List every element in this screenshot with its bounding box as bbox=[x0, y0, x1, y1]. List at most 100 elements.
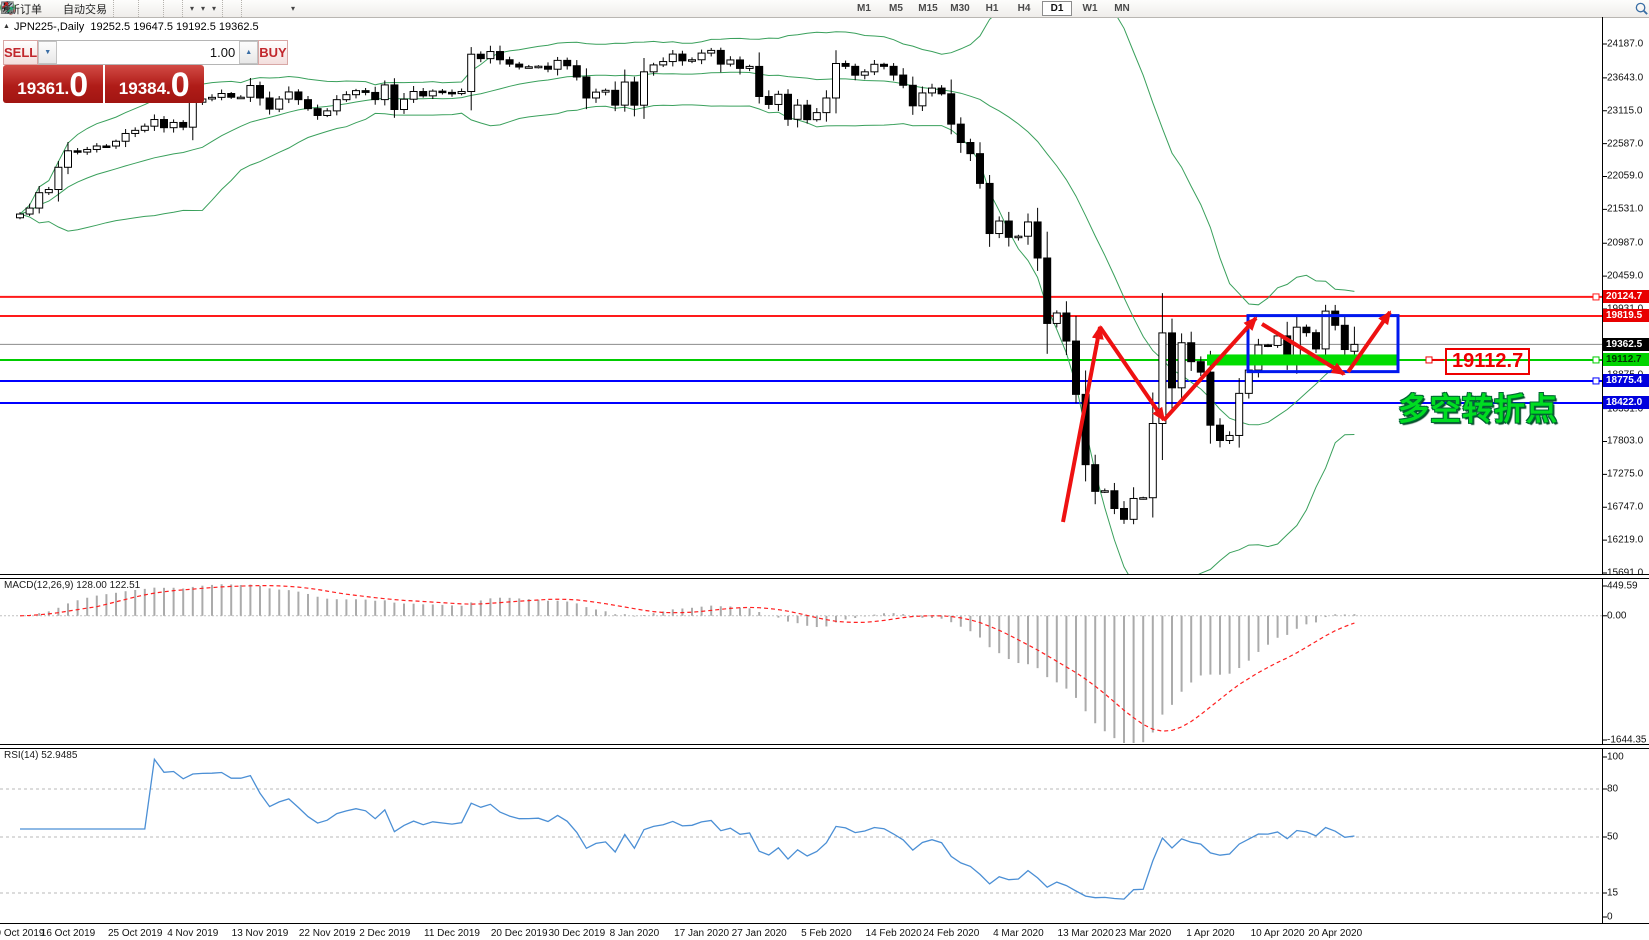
sell-price: 19361. bbox=[17, 79, 70, 98]
sell-price-button[interactable]: 19361. 0 bbox=[3, 65, 103, 103]
toolbar-group-objects: E F A T ▾ bbox=[1, 0, 301, 17]
date-label: 27 Jan 2020 bbox=[731, 928, 787, 939]
date-label: 22 Nov 2019 bbox=[298, 928, 356, 939]
period-button-M15[interactable]: M15 bbox=[918, 3, 938, 14]
buy-price-button[interactable]: 19384. 0 bbox=[104, 65, 204, 104]
consolidation-box[interactable] bbox=[1246, 314, 1400, 374]
period-button-M1[interactable]: M1 bbox=[857, 3, 871, 14]
date-label: 20 Apr 2020 bbox=[1308, 928, 1363, 939]
search-icon bbox=[1635, 2, 1648, 15]
trend-arrow[interactable] bbox=[1098, 325, 1166, 422]
buy-button[interactable]: BUY bbox=[258, 40, 288, 65]
svg-text:F: F bbox=[9, 10, 13, 15]
price-tick-label: 17803.0 bbox=[1607, 435, 1644, 447]
pane-resize-handle-rsi[interactable] bbox=[0, 744, 1649, 749]
text-annotation-button[interactable]: A bbox=[4, 1, 280, 16]
rsi-tick-label: 15 bbox=[1607, 887, 1619, 899]
arrows-dropdown-caret[interactable]: ▾ bbox=[291, 4, 296, 13]
horizontal-level-lines[interactable] bbox=[0, 293, 1602, 404]
date-label: 24 Feb 2020 bbox=[923, 928, 980, 939]
one-click-collapse-arrow[interactable]: ▲ bbox=[3, 23, 10, 30]
sell-price-big-digit: 0 bbox=[69, 66, 89, 104]
line-selection-marker bbox=[1592, 356, 1600, 364]
pane-resize-handle-macd[interactable] bbox=[0, 574, 1649, 579]
arrows-tool-button[interactable]: ▾ bbox=[2, 1, 297, 16]
support-zone-band[interactable] bbox=[1207, 354, 1397, 366]
date-label: 10 Apr 2020 bbox=[1250, 928, 1305, 939]
buy-price-big-digit: 0 bbox=[170, 66, 190, 104]
date-label: 11 Dec 2019 bbox=[424, 928, 480, 939]
period-button-H1[interactable]: H1 bbox=[985, 3, 999, 14]
trend-arrows[interactable] bbox=[1061, 310, 1392, 523]
macd-tick-label: 0.00 bbox=[1607, 610, 1627, 622]
period-button-MN[interactable]: MN bbox=[1114, 3, 1130, 14]
rsi-tick-label: 80 bbox=[1607, 783, 1619, 795]
macd-indicator-label: MACD(12,26,9) 128.00 122.51 bbox=[4, 580, 141, 591]
date-label: 5 Feb 2020 bbox=[801, 928, 852, 939]
bollinger-band-l bbox=[19, 104, 1355, 574]
price-tick-label: 22587.0 bbox=[1607, 138, 1644, 150]
candlestick-series bbox=[16, 45, 1359, 525]
periods-dropdown-caret[interactable]: ▾ bbox=[201, 4, 206, 13]
symbol-info: JPN225-,Daily 19252.5 19647.5 19192.5 19… bbox=[14, 21, 259, 33]
price-tick-label: 19931.0 bbox=[1607, 303, 1643, 314]
bollinger-band-m bbox=[19, 71, 1355, 426]
date-label: 13 Nov 2019 bbox=[231, 928, 289, 939]
date-label: 16 Oct 2019 bbox=[40, 928, 96, 939]
search-button[interactable] bbox=[1634, 1, 1648, 16]
auto-trading-label: 自动交易 bbox=[63, 3, 107, 16]
rsi-tick-label: 0 bbox=[1607, 911, 1613, 923]
volume-stepper: ▼ ▲ bbox=[38, 40, 259, 65]
price-badge-19819.5: 19819.5 bbox=[1603, 309, 1649, 323]
price-badge-19362.5: 19362.5 bbox=[1603, 337, 1649, 351]
indicators-dropdown-caret[interactable]: ▾ bbox=[190, 4, 195, 13]
date-label: 4 Nov 2019 bbox=[167, 928, 219, 939]
price-tick-label: 24187.0 bbox=[1607, 38, 1644, 50]
price-badge-18775.4: 18775.4 bbox=[1603, 374, 1649, 388]
main-toolbar: 新订单 自动交易 bbox=[0, 0, 1649, 18]
rsi-line bbox=[20, 757, 1355, 900]
text-label-button[interactable]: T bbox=[1, 1, 286, 16]
trend-arrow[interactable] bbox=[1162, 316, 1258, 422]
sell-button[interactable]: SELL bbox=[3, 40, 39, 65]
period-button-D1[interactable]: D1 bbox=[1042, 1, 1072, 16]
price-tick-label: 16219.0 bbox=[1607, 534, 1644, 546]
trend-line-icon bbox=[2, 2, 13, 13]
arrows-tool-icon bbox=[2, 2, 13, 13]
turning-point-annotation[interactable]: 多空转折点 bbox=[1398, 392, 1558, 427]
date-label: 1 Apr 2020 bbox=[1186, 928, 1235, 939]
date-label: 8 Jan 2020 bbox=[609, 928, 660, 939]
callout-anchor-marker bbox=[1425, 356, 1433, 364]
trend-arrow[interactable] bbox=[1061, 325, 1104, 523]
price-tick-label: 21531.0 bbox=[1607, 203, 1644, 215]
price-callout-label[interactable]: 19112.7 bbox=[1445, 348, 1531, 375]
period-button-W1[interactable]: W1 bbox=[1082, 3, 1098, 14]
bollinger-band-u bbox=[19, 18, 1355, 306]
volume-input[interactable] bbox=[57, 41, 240, 64]
new-order-label: 新订单 bbox=[9, 3, 42, 16]
bollinger-bands bbox=[19, 18, 1355, 574]
templates-dropdown-caret[interactable]: ▾ bbox=[212, 4, 217, 13]
rsi-indicator-label: RSI(14) 52.9485 bbox=[4, 750, 78, 761]
trend-arrow[interactable] bbox=[1260, 322, 1346, 376]
text-annotation-icon: A bbox=[4, 3, 12, 14]
period-button-H4[interactable]: H4 bbox=[1017, 3, 1031, 14]
volume-increase-button[interactable]: ▲ bbox=[239, 41, 259, 64]
price-tick-label: 20459.0 bbox=[1607, 270, 1644, 282]
rsi-tick-label: 50 bbox=[1607, 831, 1619, 843]
buy-price: 19384. bbox=[118, 79, 171, 98]
date-label: 17 Jan 2020 bbox=[674, 928, 730, 939]
price-tick-label: 23643.0 bbox=[1607, 72, 1644, 84]
macd-histogram bbox=[28, 584, 1356, 743]
period-button-M5[interactable]: M5 bbox=[889, 3, 903, 14]
period-button-M30[interactable]: M30 bbox=[950, 3, 970, 14]
trend-arrow[interactable] bbox=[1346, 310, 1392, 374]
trend-line-button[interactable] bbox=[2, 1, 262, 16]
date-label: 14 Feb 2020 bbox=[865, 928, 922, 939]
date-label: 30 Dec 2019 bbox=[548, 928, 606, 939]
line-selection-marker bbox=[1592, 293, 1600, 301]
price-tick-label: 15691.0 bbox=[1607, 567, 1644, 579]
volume-decrease-button[interactable]: ▼ bbox=[38, 41, 58, 64]
